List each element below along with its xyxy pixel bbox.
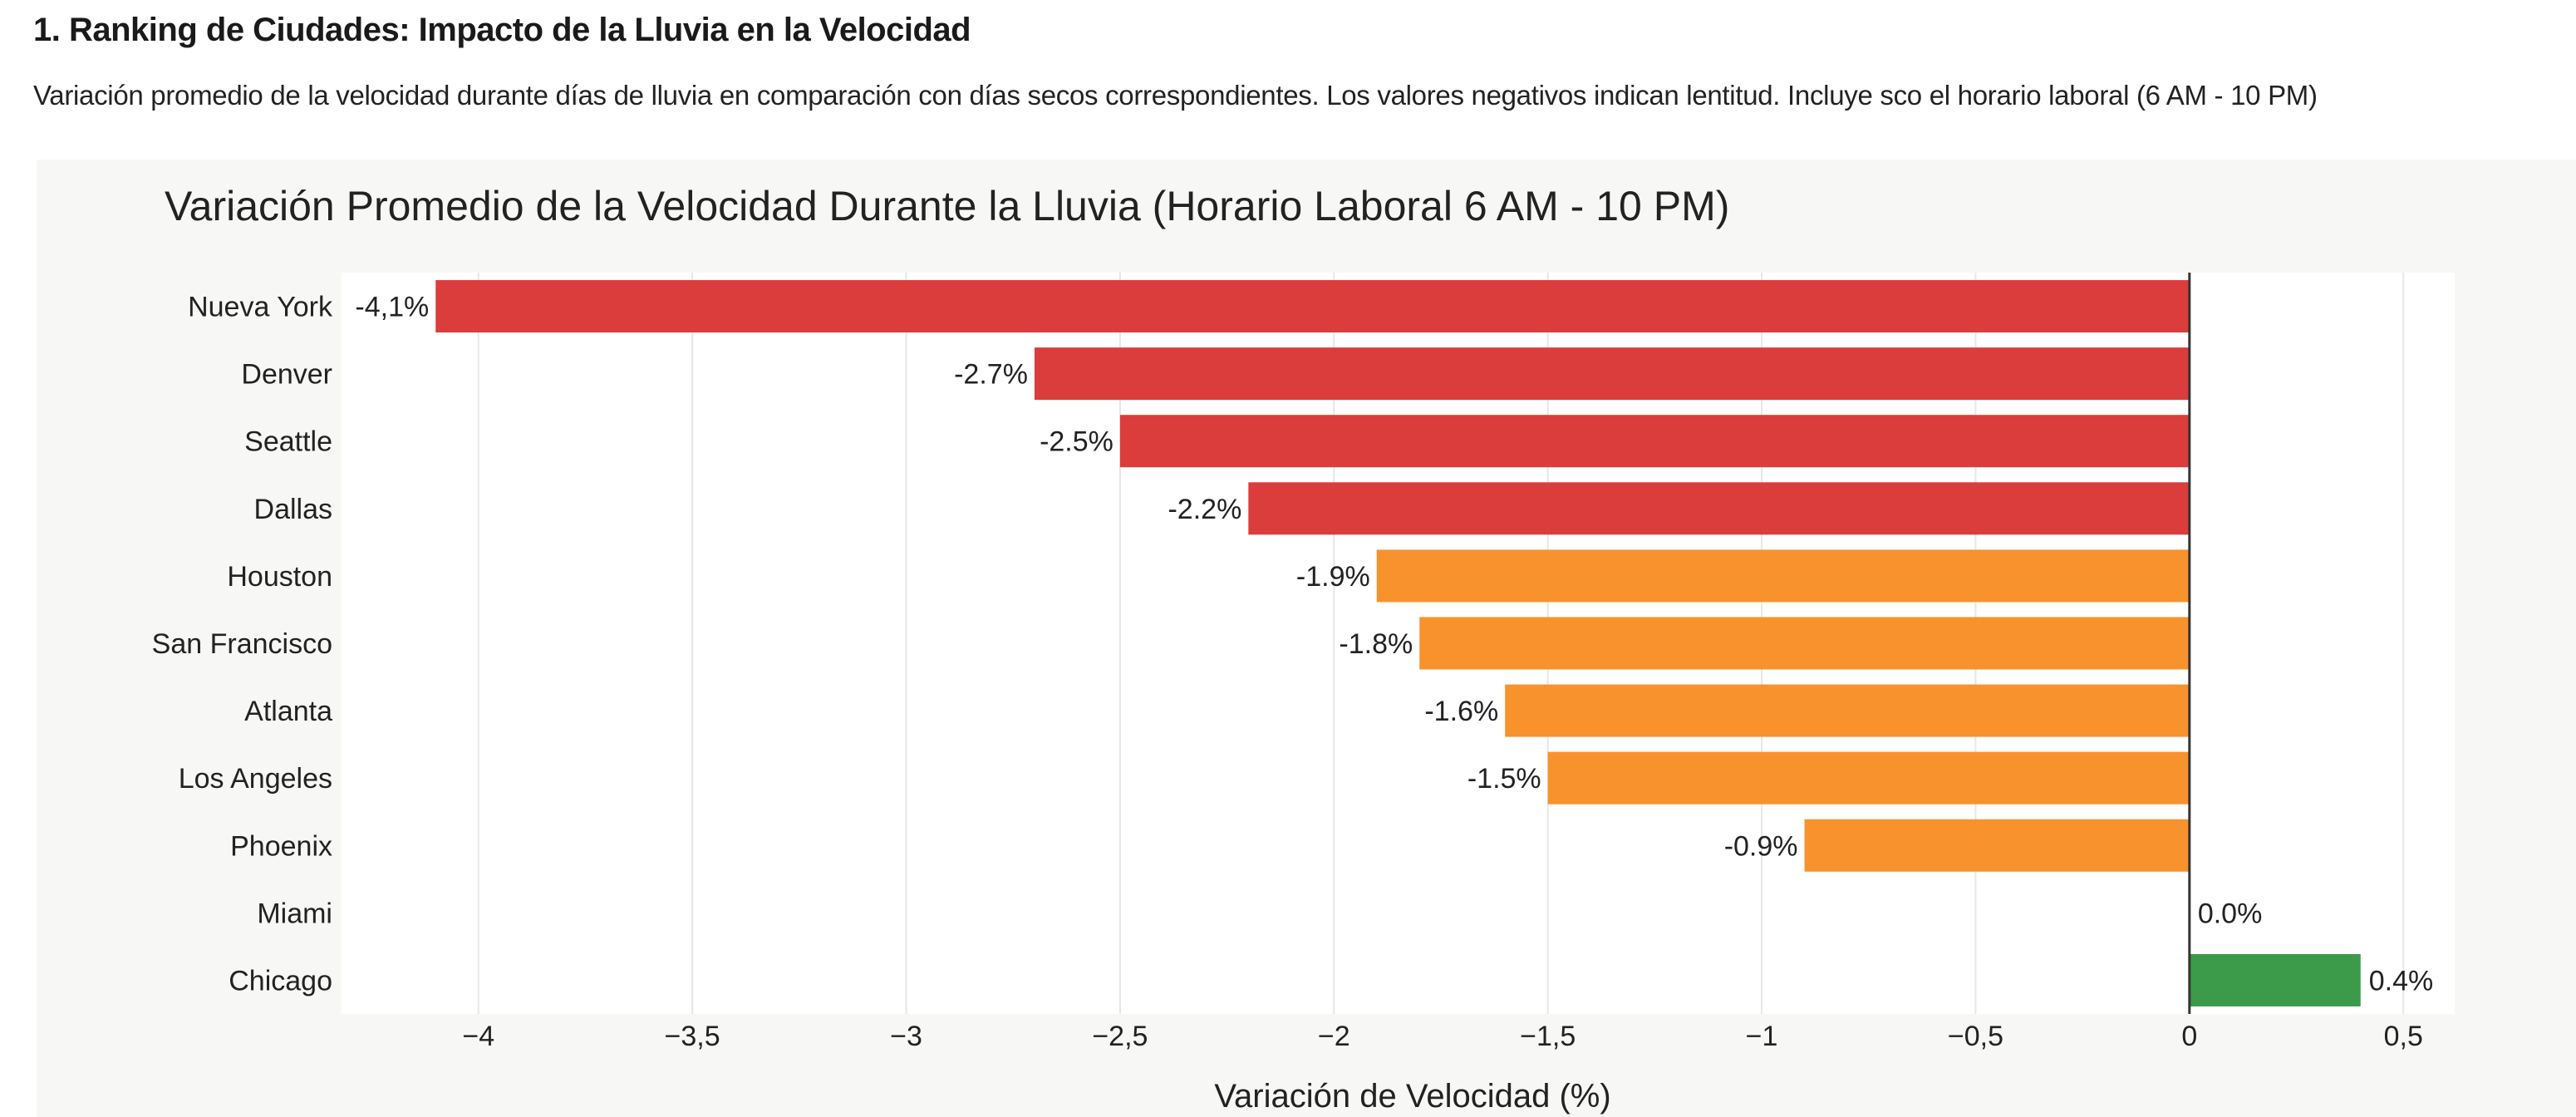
data-label: -4,1% <box>355 292 429 323</box>
x-axis-label: Variación de Velocidad (%) <box>1214 1078 1610 1115</box>
data-label: -1.9% <box>1296 561 1370 593</box>
y-tick-label: Chicago <box>229 965 332 996</box>
x-tick-label: 0 <box>2181 1021 2197 1052</box>
y-tick-label: Miami <box>257 898 332 929</box>
bar <box>2189 953 2361 1006</box>
bar <box>1505 684 2190 737</box>
x-tick-label: −3 <box>890 1021 922 1052</box>
data-label: -1.6% <box>1424 696 1498 727</box>
bar <box>1804 819 2190 872</box>
data-label: -1.8% <box>1339 628 1413 660</box>
data-label: -2.5% <box>1040 426 1113 458</box>
x-tick-label: −1 <box>1746 1021 1778 1052</box>
bar <box>1034 347 2190 401</box>
section-heading: 1. Ranking de Ciudades: Impacto de la Ll… <box>33 12 971 48</box>
x-tick-label: 0,5 <box>2384 1021 2423 1052</box>
bar <box>1419 617 2190 670</box>
data-label: -1.5% <box>1467 763 1541 795</box>
x-tick-label: −2,5 <box>1092 1021 1148 1052</box>
section-description: Variación promedio de la velocidad duran… <box>33 80 2318 111</box>
y-tick-label: Phoenix <box>230 830 332 862</box>
y-tick-label: Dallas <box>254 494 332 525</box>
bar <box>1119 415 2190 468</box>
chart-title: Variación Promedio de la Velocidad Duran… <box>165 183 1729 229</box>
bar <box>435 280 2190 333</box>
y-tick-label: Denver <box>241 359 332 391</box>
bar <box>1248 482 2190 535</box>
data-label: 0.0% <box>2198 898 2263 929</box>
data-label: -2.7% <box>954 359 1028 391</box>
data-label: -0.9% <box>1724 830 1798 862</box>
data-label: -2.2% <box>1168 494 1241 525</box>
bar <box>1547 751 2190 805</box>
x-tick-label: −2 <box>1318 1021 1350 1052</box>
x-tick-label: −1,5 <box>1520 1021 1576 1052</box>
y-tick-label: San Francisco <box>152 628 332 660</box>
y-tick-label: Los Angeles <box>179 763 332 795</box>
y-tick-label: Atlanta <box>244 696 332 727</box>
y-tick-label: Nueva York <box>188 292 333 323</box>
x-tick-label: −0,5 <box>1948 1021 2003 1052</box>
bar <box>1376 549 2190 603</box>
data-label: 0.4% <box>2369 965 2434 996</box>
x-tick-label: −3,5 <box>665 1021 720 1052</box>
y-tick-label: Seattle <box>244 426 332 458</box>
x-tick-label: −4 <box>462 1021 494 1052</box>
y-tick-label: Houston <box>227 561 332 593</box>
